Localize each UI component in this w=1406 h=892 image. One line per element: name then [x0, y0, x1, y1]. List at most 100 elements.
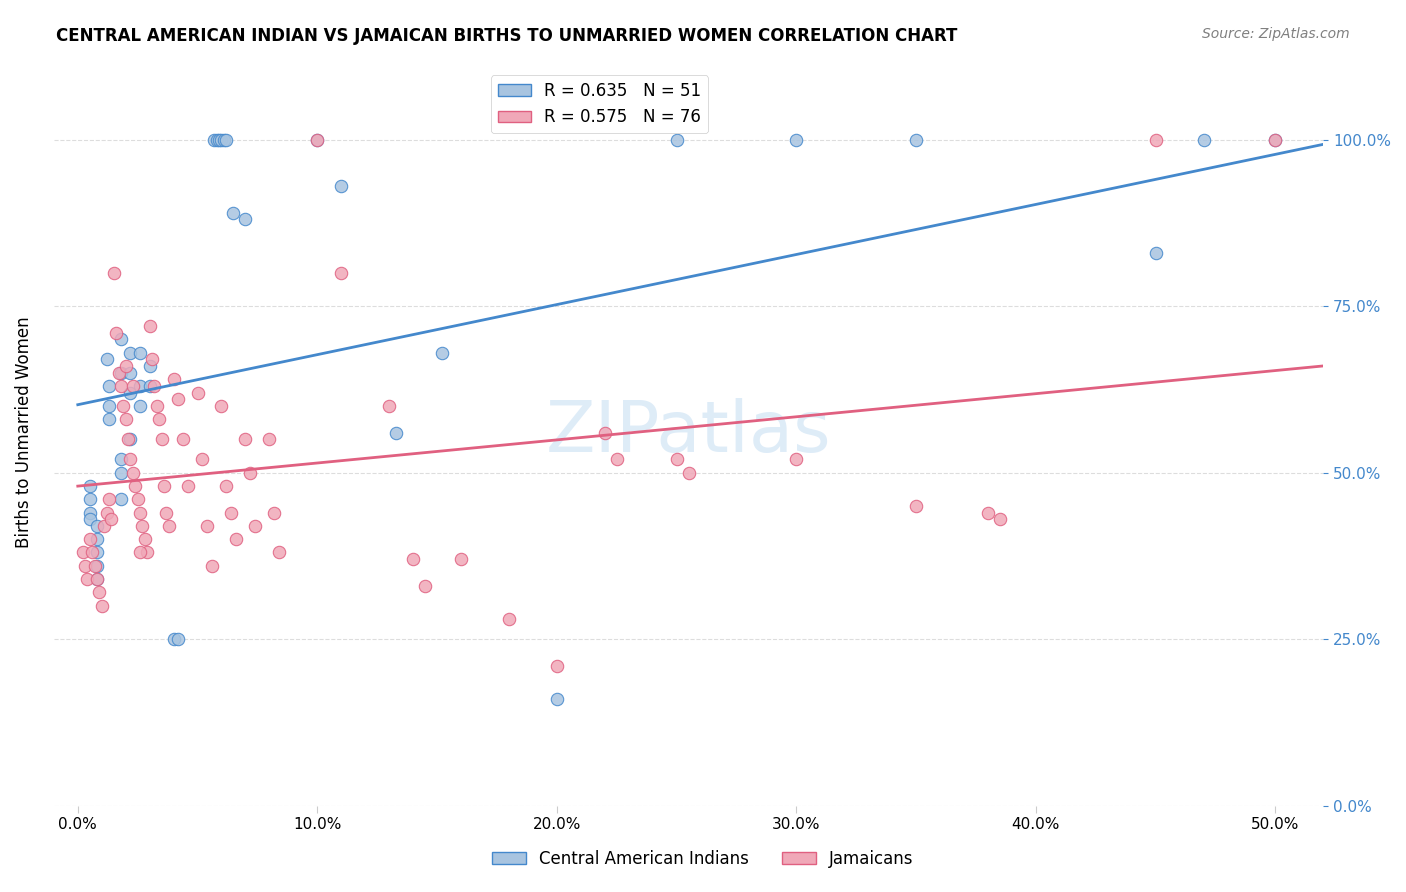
Point — [162, 372, 184, 386]
Point — [212, 132, 235, 146]
Point — [225, 532, 247, 546]
Point — [120, 432, 142, 446]
Point — [107, 366, 129, 380]
Legend: R = 0.635   N = 51, R = 0.575   N = 76: R = 0.635 N = 51, R = 0.575 N = 76 — [491, 76, 709, 133]
Point — [79, 512, 101, 526]
Point — [97, 379, 120, 393]
Point — [263, 506, 285, 520]
Point — [134, 532, 156, 546]
Point — [79, 532, 101, 546]
Y-axis label: Births to Unmarried Women: Births to Unmarried Women — [15, 317, 32, 549]
Point — [1264, 132, 1286, 146]
Point — [606, 452, 628, 467]
Point — [785, 452, 807, 467]
Point — [114, 412, 136, 426]
Point — [235, 432, 257, 446]
Point — [97, 492, 120, 507]
Point — [191, 452, 214, 467]
Point — [222, 206, 245, 220]
Point — [73, 558, 96, 573]
Point — [93, 519, 115, 533]
Point — [205, 132, 228, 146]
Point — [330, 266, 353, 280]
Point — [129, 399, 152, 413]
Point — [201, 558, 224, 573]
Point — [97, 412, 120, 426]
Point — [498, 612, 520, 626]
Point — [167, 632, 190, 646]
Point — [103, 266, 125, 280]
Point — [120, 366, 142, 380]
Point — [127, 492, 149, 507]
Point — [1144, 132, 1167, 146]
Point — [79, 506, 101, 520]
Point — [138, 359, 160, 373]
Point — [988, 512, 1011, 526]
Point — [665, 132, 688, 146]
Point — [785, 132, 807, 146]
Point — [243, 519, 266, 533]
Point — [89, 585, 111, 599]
Point — [202, 132, 225, 146]
Point — [90, 599, 112, 613]
Point — [1144, 245, 1167, 260]
Point — [593, 425, 616, 440]
Point — [86, 572, 108, 586]
Point — [162, 632, 184, 646]
Point — [82, 545, 104, 559]
Point — [79, 492, 101, 507]
Point — [259, 432, 281, 446]
Point — [120, 345, 142, 359]
Point — [208, 132, 231, 146]
Point — [450, 552, 472, 566]
Point — [110, 379, 132, 393]
Point — [120, 452, 142, 467]
Point — [105, 326, 128, 340]
Point — [117, 432, 139, 446]
Point — [402, 552, 425, 566]
Point — [146, 399, 169, 413]
Point — [148, 412, 170, 426]
Point — [129, 379, 152, 393]
Point — [96, 352, 118, 367]
Point — [143, 379, 166, 393]
Point — [86, 572, 108, 586]
Point — [141, 352, 163, 367]
Point — [307, 132, 329, 146]
Point — [83, 558, 105, 573]
Point — [124, 479, 146, 493]
Point — [546, 658, 568, 673]
Point — [110, 466, 132, 480]
Point — [211, 132, 233, 146]
Point — [120, 385, 142, 400]
Point — [86, 519, 108, 533]
Point — [129, 545, 152, 559]
Point — [122, 466, 145, 480]
Point — [110, 332, 132, 346]
Point — [1384, 132, 1406, 146]
Point — [413, 579, 436, 593]
Point — [153, 479, 176, 493]
Text: ZIPatlas: ZIPatlas — [546, 398, 831, 467]
Point — [330, 179, 353, 194]
Point — [267, 545, 290, 559]
Point — [172, 432, 194, 446]
Point — [977, 506, 1000, 520]
Point — [215, 132, 238, 146]
Legend: Central American Indians, Jamaicans: Central American Indians, Jamaicans — [486, 844, 920, 875]
Point — [136, 545, 159, 559]
Point — [905, 499, 928, 513]
Point — [546, 692, 568, 706]
Point — [1264, 132, 1286, 146]
Point — [167, 392, 190, 407]
Point — [195, 519, 218, 533]
Point — [665, 452, 688, 467]
Point — [678, 466, 700, 480]
Point — [905, 132, 928, 146]
Point — [187, 385, 209, 400]
Point — [79, 479, 101, 493]
Point — [112, 399, 135, 413]
Point — [110, 366, 132, 380]
Point — [378, 399, 401, 413]
Point — [110, 452, 132, 467]
